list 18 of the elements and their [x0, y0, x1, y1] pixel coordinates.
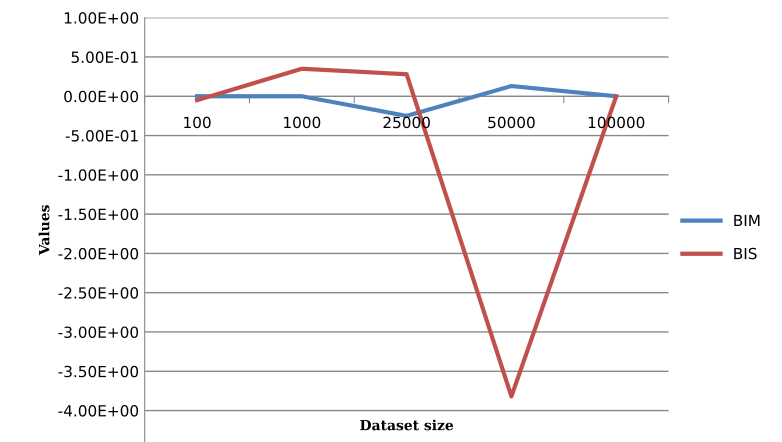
y-tick-label: -1.50E+00 — [58, 208, 138, 220]
y-tick-label: 0.00E+00 — [64, 90, 138, 102]
y-tick-label: -3.00E+00 — [58, 326, 138, 338]
y-tick-label: -1.00E+00 — [58, 169, 138, 181]
y-tick-label: -2.50E+00 — [58, 287, 138, 299]
x-axis-title: Dataset size — [360, 420, 454, 430]
x-tick-label: 50000 — [488, 116, 535, 128]
x-tick-label: 100 — [184, 116, 211, 128]
legend-label: BIM — [734, 214, 760, 226]
y-axis-title: Values — [38, 205, 50, 256]
y-tick-label: -3.50E+00 — [58, 366, 138, 378]
y-tick-label: -4.00E+00 — [58, 405, 138, 417]
y-tick-label: 1.00E+00 — [64, 12, 138, 24]
y-tick-label: -2.00E+00 — [58, 248, 138, 260]
y-tick-label: -5.00E-01 — [66, 130, 138, 142]
x-tick-label: 1000 — [284, 116, 320, 128]
legend-label: BIS — [734, 248, 757, 260]
y-tick-label: 5.00E-01 — [72, 51, 138, 63]
